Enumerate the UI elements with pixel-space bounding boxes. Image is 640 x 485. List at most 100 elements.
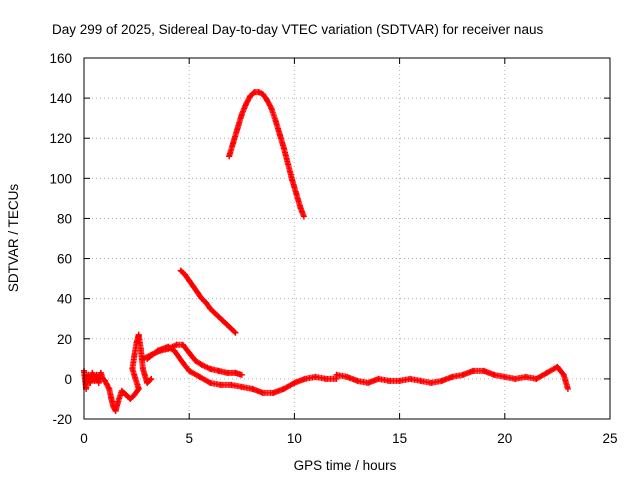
data-point: [85, 371, 92, 378]
data-point: [247, 93, 254, 100]
y-axis-label: SDTVAR / TECUs: [6, 184, 21, 293]
data-point: [135, 331, 142, 338]
data-point: [344, 373, 350, 380]
data-point: [179, 359, 186, 366]
data-point: [272, 117, 279, 124]
y-tick-label: 40: [57, 292, 72, 307]
data-point: [102, 377, 109, 384]
data-point: [438, 377, 445, 384]
data-point: [228, 325, 235, 332]
data-point: [449, 373, 456, 380]
data-point: [268, 105, 275, 112]
data-point: [280, 385, 287, 392]
data-point: [91, 377, 98, 384]
data-point: [276, 131, 283, 138]
data-point: [264, 97, 271, 104]
data-point: [259, 389, 266, 396]
data-point: [215, 367, 222, 374]
data-point: [333, 371, 340, 378]
data-point: [207, 305, 214, 312]
data-point: [228, 381, 235, 388]
data-point: [501, 373, 508, 380]
data-point: [123, 391, 130, 398]
data-point: [232, 369, 239, 376]
data-point: [198, 361, 205, 368]
data-point: [93, 371, 100, 378]
data-point: [554, 363, 561, 370]
data-point: [173, 341, 180, 348]
x-tick-label: 0: [80, 431, 88, 446]
data-point: [131, 391, 138, 398]
data-point: [194, 289, 201, 296]
data-point: [312, 373, 319, 380]
data-point: [365, 379, 372, 386]
data-point: [108, 395, 115, 402]
data-point: [179, 341, 186, 348]
y-tick-label: 60: [57, 252, 72, 267]
y-tick-label: 80: [57, 211, 72, 226]
series-arc-mid-lower: [144, 343, 340, 396]
data-point: [129, 365, 136, 372]
data-point: [135, 385, 142, 392]
data-point: [203, 299, 210, 306]
data-point: [533, 375, 540, 382]
data-point: [144, 379, 151, 386]
data-point: [375, 375, 382, 382]
data-point: [127, 395, 134, 402]
data-point: [192, 357, 199, 364]
y-tick-label: 100: [49, 171, 72, 186]
y-tick-label: 120: [49, 131, 72, 146]
data-point: [417, 377, 424, 384]
data-point: [354, 377, 361, 384]
series-arc-early: [81, 331, 155, 414]
data-point: [322, 375, 329, 382]
data-point: [249, 385, 256, 392]
data-point: [110, 403, 117, 410]
data-point: [300, 213, 307, 220]
ticks: 0 5 10 15 20 25 -20 0 20 40 60 80 100 120 140 160: [49, 51, 617, 446]
y-tick-label: -20: [52, 412, 72, 427]
data-point: [207, 365, 214, 372]
data-point: [396, 377, 403, 384]
data-point: [491, 371, 498, 378]
data-point: [238, 383, 245, 390]
data-point: [89, 369, 96, 376]
y-tick-label: 140: [49, 91, 72, 106]
data-point: [148, 375, 155, 382]
x-tick-label: 15: [392, 431, 407, 446]
data-point: [97, 369, 104, 376]
data-point: [255, 89, 262, 96]
data-point: [190, 283, 197, 290]
data-point: [280, 145, 287, 152]
y-tick-label: 0: [64, 372, 72, 387]
data-point: [139, 365, 146, 372]
data-point: [543, 369, 550, 376]
data-point: [297, 205, 304, 212]
data-point: [114, 399, 121, 406]
data-point: [428, 379, 435, 386]
data-point: [196, 373, 203, 380]
data-point: [211, 309, 218, 316]
data-point: [171, 347, 178, 354]
data-point: [133, 339, 140, 346]
x-tick-label: 5: [185, 431, 193, 446]
data-point: [137, 345, 144, 352]
data-point: [217, 381, 224, 388]
data-point: [564, 385, 571, 392]
data-point: [112, 407, 119, 414]
chart-title: Day 299 of 2025, Sidereal Day-to-day VTE…: [52, 22, 543, 37]
data-point: [232, 329, 239, 336]
series-layer: [81, 89, 571, 414]
data-point: [291, 379, 298, 386]
x-tick-label: 20: [497, 431, 512, 446]
data-point: [230, 139, 237, 146]
series-arc-late: [333, 363, 571, 392]
data-point: [131, 351, 138, 358]
data-point: [459, 371, 466, 378]
data-point: [186, 349, 193, 356]
data-point: [285, 161, 292, 168]
x-axis-label: GPS time / hours: [294, 458, 397, 473]
data-point: [226, 153, 233, 160]
